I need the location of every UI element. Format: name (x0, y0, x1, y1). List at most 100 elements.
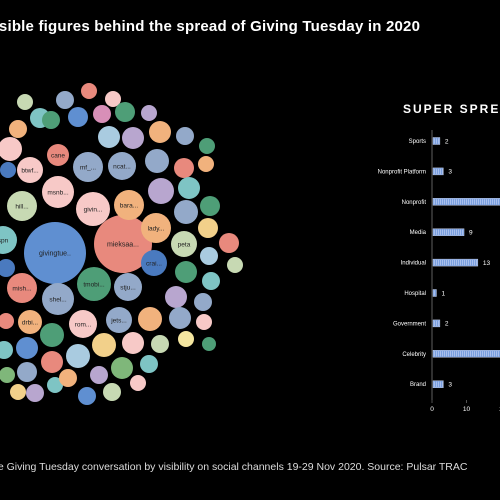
bubble (138, 307, 162, 331)
bar-chart-title: SUPER SPREAD (403, 102, 500, 116)
bubble-label: cane (51, 153, 65, 160)
bubble (17, 94, 33, 110)
bubble (0, 162, 16, 178)
bubble (42, 111, 60, 129)
category-label: Brand (410, 382, 426, 388)
bubble (66, 344, 90, 368)
bubble (202, 272, 220, 290)
bubble-label: drbi... (22, 320, 38, 327)
bubble-label: btwf... (21, 168, 39, 175)
category-label: Individual (401, 261, 426, 267)
bubble (174, 158, 194, 178)
bubble-jets (106, 307, 132, 333)
bubble-rom (69, 310, 97, 338)
category-label: Nonprofit (402, 200, 427, 206)
bubble-label: crai... (146, 261, 162, 268)
bubble (178, 177, 200, 199)
bubble-msnb (42, 176, 74, 208)
bubble (200, 247, 218, 265)
category-label: Nonprofit Platform (378, 169, 426, 175)
bubble (151, 335, 169, 353)
bubble (0, 313, 14, 329)
bubble (130, 375, 146, 391)
bubble (122, 332, 144, 354)
bar-value-label: 9 (469, 230, 473, 237)
bubble-label: mish... (12, 286, 31, 293)
bubble-shel (42, 283, 74, 315)
bubble-label: spn (0, 238, 9, 245)
bubble-mish (7, 273, 37, 303)
bubble-btwf (17, 157, 43, 183)
bubble-label: msnb... (47, 190, 69, 197)
bar (432, 167, 444, 176)
bubble (0, 341, 13, 359)
x-tick-label: 10 (463, 406, 471, 413)
bubble-lady (141, 213, 171, 243)
bar-value-label: 2 (445, 321, 449, 328)
bubble-hill (7, 191, 37, 221)
bubble (149, 121, 171, 143)
category-label: Celebrity (402, 352, 426, 358)
bar-value-label: 3 (448, 169, 452, 176)
bubble (200, 196, 220, 216)
bubble (169, 307, 191, 329)
bubble (227, 257, 243, 273)
x-tick-label: 0 (430, 406, 434, 413)
bubble (59, 369, 77, 387)
bubble (17, 362, 37, 382)
bubble-peta (171, 231, 197, 257)
bubble (26, 384, 44, 402)
bubble (115, 102, 135, 122)
bubble-givingtue (24, 222, 86, 284)
bubble-label: hill... (15, 204, 29, 211)
bubble (93, 105, 111, 123)
bubble-label: shel... (49, 297, 67, 304)
bubble (103, 383, 121, 401)
bubble (198, 218, 218, 238)
bubble (10, 384, 26, 400)
bubble-label: ncat... (113, 164, 131, 171)
bubble (9, 120, 27, 138)
bubble (178, 331, 194, 347)
bubble (141, 105, 157, 121)
bar-value-label: 2 (445, 138, 449, 145)
bubble (194, 293, 212, 311)
bubble-spn (0, 226, 17, 254)
category-label: Government (393, 321, 426, 327)
bubble-givin (76, 192, 110, 226)
bubble (0, 367, 15, 383)
bubble (98, 126, 120, 148)
bubble-label: mf_... (80, 165, 96, 172)
bubble-label: bara... (120, 203, 139, 210)
bubble-mf (73, 152, 103, 182)
bubble-label: mieksaa... (107, 242, 139, 249)
bubble (202, 337, 216, 351)
bubble-tmobi (77, 267, 111, 301)
bubble (165, 286, 187, 308)
bubble (47, 377, 63, 393)
category-label: Sports (409, 139, 426, 145)
bubble-label: rom... (75, 322, 92, 329)
bubble (175, 261, 197, 283)
bubble (148, 178, 174, 204)
bubble (174, 200, 198, 224)
bubble (140, 355, 158, 373)
bubble (68, 107, 88, 127)
bubble-mieksaa (94, 215, 152, 273)
bar-value-label: 1 (441, 290, 445, 297)
bubble-label: givingtue.. (39, 251, 71, 258)
bubble (111, 357, 133, 379)
bubble (92, 333, 116, 357)
bubble (40, 323, 64, 347)
bubble (0, 259, 15, 277)
caption: he Giving Tuesday conversation by visibi… (0, 461, 468, 473)
bubble (199, 138, 215, 154)
bubble (56, 91, 74, 109)
bubble (105, 91, 121, 107)
bubble-label: lady... (148, 226, 165, 233)
bubble-label: jets... (110, 318, 127, 325)
bubble-stju (114, 273, 142, 301)
bar-value-label: 3 (448, 382, 452, 389)
